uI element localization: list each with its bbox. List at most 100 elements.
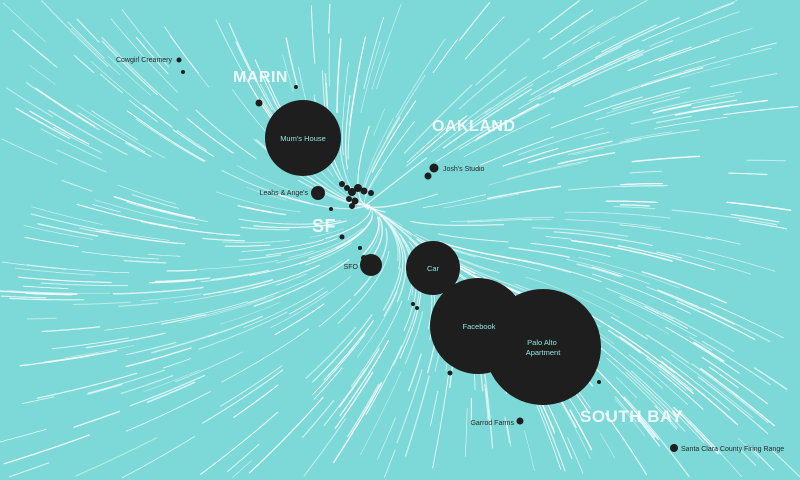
location-dot[interactable] <box>294 85 298 89</box>
flow-streamline <box>9 297 85 301</box>
location-dot[interactable] <box>411 302 415 306</box>
flow-streamline <box>645 334 690 364</box>
flow-streamline <box>524 429 535 472</box>
flow-streamline <box>605 287 674 320</box>
region-label-oakland: OAKLAND <box>432 118 516 135</box>
location-dot[interactable] <box>339 181 345 187</box>
flow-streamline <box>121 436 195 479</box>
flow-streamline <box>475 37 531 86</box>
flow-streamline <box>18 276 112 283</box>
flow-streamline <box>338 348 380 408</box>
flow-streamline <box>610 316 648 340</box>
flow-streamline <box>143 369 201 393</box>
flow-streamline <box>364 121 415 197</box>
location-josh-studio[interactable] <box>429 163 439 173</box>
location-cowgirl-creamery[interactable] <box>176 57 182 63</box>
flow-streamline <box>572 0 648 45</box>
flow-streamline <box>101 40 158 96</box>
flow-streamline <box>117 184 177 205</box>
flow-streamline <box>463 113 551 158</box>
flow-streamline <box>467 218 532 223</box>
flow-streamline <box>174 289 245 303</box>
flow-streamline <box>37 223 99 237</box>
flow-streamline <box>303 418 346 477</box>
flow-streamline <box>76 203 178 229</box>
location-dot[interactable] <box>339 234 345 240</box>
flow-streamline <box>288 250 314 259</box>
flow-streamline <box>371 3 402 90</box>
flow-streamline <box>71 27 121 76</box>
flow-streamline <box>53 126 103 154</box>
location-dot[interactable] <box>354 184 362 192</box>
flow-streamline <box>140 220 241 237</box>
location-dot[interactable] <box>351 197 359 205</box>
flow-streamline <box>517 258 602 283</box>
location-dot[interactable] <box>348 188 356 196</box>
flow-streamline <box>318 298 352 327</box>
location-moms-house[interactable] <box>265 100 341 176</box>
flow-streamline <box>241 239 325 252</box>
flow-streamline <box>274 303 325 336</box>
flow-streamline <box>665 327 740 374</box>
flow-streamline <box>123 259 167 264</box>
flow-streamline <box>67 21 105 59</box>
flow-streamline <box>135 36 169 75</box>
flow-streamline <box>619 129 700 143</box>
flow-streamline <box>334 371 374 429</box>
location-dot[interactable] <box>346 196 352 202</box>
flow-streamline <box>617 245 715 271</box>
location-dot[interactable] <box>360 187 368 195</box>
flow-streamline <box>85 332 166 349</box>
flow-streamline <box>227 443 260 472</box>
location-dot[interactable] <box>361 255 367 261</box>
flow-streamline <box>26 317 57 320</box>
location-dot[interactable] <box>344 185 350 191</box>
location-dot[interactable] <box>415 306 419 310</box>
location-dot[interactable] <box>329 207 333 211</box>
place-label-leahs-anges: Leahs & Ange's <box>260 190 309 197</box>
place-label-santa-clara-range: Santa Clara County Firing Range <box>681 446 784 453</box>
location-santa-clara-range[interactable] <box>670 444 678 452</box>
flow-streamline <box>650 91 743 112</box>
location-palo-alto-apartment[interactable] <box>485 289 601 405</box>
flow-streamline <box>125 347 192 368</box>
flow-streamline <box>87 369 166 394</box>
location-dot[interactable] <box>181 70 185 74</box>
place-label-car: Car <box>427 264 440 273</box>
flow-streamline <box>697 249 776 272</box>
location-dot[interactable] <box>447 370 453 376</box>
location-leahs-anges[interactable] <box>311 186 325 200</box>
place-label-garrod-farms: Garrod Farms <box>470 420 514 427</box>
flow-streamline <box>72 301 132 305</box>
location-dot[interactable] <box>358 246 362 250</box>
flow-streamline <box>0 428 47 443</box>
location-dot[interactable] <box>424 172 432 180</box>
location-car[interactable] <box>406 241 460 295</box>
flow-streamline <box>655 115 692 124</box>
flow-streamline <box>750 42 777 50</box>
flow-streamline <box>671 209 778 226</box>
flow-streamline <box>531 227 629 237</box>
flow-streamline <box>305 327 357 379</box>
flow-streamline <box>506 421 512 447</box>
flow-streamline <box>41 0 109 67</box>
flow-streamline <box>676 300 756 340</box>
flow-streamline <box>646 286 701 310</box>
flow-streamline <box>542 35 579 60</box>
location-dot[interactable] <box>349 203 355 209</box>
flow-streamline <box>384 449 396 478</box>
flow-streamline <box>671 354 754 418</box>
location-dot[interactable] <box>255 99 263 107</box>
flow-streamline <box>700 367 775 427</box>
location-garrod-farms[interactable] <box>516 417 524 425</box>
flow-streamline <box>365 193 438 208</box>
location-dot[interactable] <box>368 190 374 196</box>
flow-streamline <box>166 269 197 272</box>
flow-streamline <box>376 52 390 89</box>
flow-streamline <box>689 336 713 351</box>
location-dot[interactable] <box>597 380 601 384</box>
flow-streamline <box>11 29 58 68</box>
flow-streamline <box>530 242 611 257</box>
flow-streamline <box>697 376 769 435</box>
flow-streamline <box>143 104 173 127</box>
